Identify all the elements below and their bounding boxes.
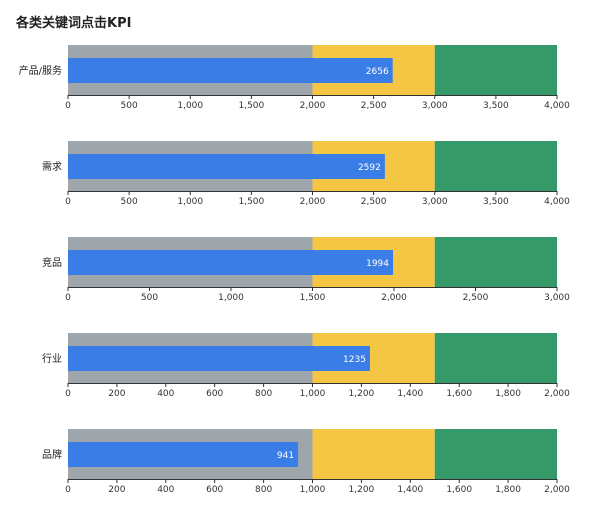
- tick-label: 3,000: [422, 101, 448, 111]
- tick-label: 1,000: [300, 485, 326, 495]
- chart-title: 各类关键词点击KPI: [16, 16, 132, 31]
- tick-label: 2,000: [544, 485, 570, 495]
- tick-label: 800: [255, 389, 272, 399]
- tick-label: 500: [121, 197, 138, 207]
- tick-label: 1,000: [300, 389, 326, 399]
- measure-bar: [68, 442, 299, 467]
- tick-label: 0: [65, 293, 71, 303]
- measure-bar: [68, 346, 370, 371]
- tick-label: 600: [206, 485, 223, 495]
- tick-label: 500: [141, 293, 158, 303]
- range-band: [434, 45, 557, 95]
- tick-label: 1,200: [349, 389, 375, 399]
- tick-label: 1,200: [349, 485, 375, 495]
- tick-label: 1,000: [177, 197, 203, 207]
- tick-label: 0: [65, 389, 71, 399]
- tick-label: 3,500: [483, 197, 509, 207]
- value-label: 1994: [366, 259, 389, 269]
- tick-label: 500: [121, 101, 138, 111]
- tick-label: 1,000: [177, 101, 203, 111]
- range-band: [434, 333, 557, 383]
- tick-label: 1,000: [218, 293, 244, 303]
- category-label: 需求: [42, 161, 62, 173]
- tick-label: 400: [157, 389, 174, 399]
- tick-label: 3,000: [422, 197, 448, 207]
- range-band: [434, 429, 557, 479]
- range-band: [434, 237, 557, 287]
- measure-bar: [68, 58, 393, 83]
- tick-label: 200: [108, 485, 125, 495]
- tick-label: 2,500: [463, 293, 489, 303]
- tick-label: 600: [206, 389, 223, 399]
- tick-label: 1,600: [446, 485, 472, 495]
- tick-label: 1,800: [495, 485, 521, 495]
- tick-label: 2,000: [381, 293, 407, 303]
- measure-bar: [68, 154, 385, 179]
- tick-label: 2,500: [361, 101, 387, 111]
- tick-label: 2,500: [361, 197, 387, 207]
- value-label: 941: [277, 451, 294, 461]
- tick-label: 0: [65, 101, 71, 111]
- tick-label: 1,800: [495, 389, 521, 399]
- category-label: 品牌: [42, 448, 62, 461]
- tick-label: 0: [65, 485, 71, 495]
- tick-label: 1,400: [397, 485, 423, 495]
- tick-label: 800: [255, 485, 272, 495]
- tick-label: 1,500: [238, 197, 264, 207]
- category-label: 产品/服务: [19, 64, 62, 77]
- measure-bar: [68, 250, 394, 275]
- tick-label: 4,000: [544, 101, 570, 111]
- tick-label: 3,500: [483, 101, 509, 111]
- tick-label: 1,600: [446, 389, 472, 399]
- category-label: 行业: [42, 352, 62, 365]
- tick-label: 1,500: [300, 293, 326, 303]
- category-label: 竞品: [42, 256, 62, 269]
- tick-label: 4,000: [544, 197, 570, 207]
- tick-label: 0: [65, 197, 71, 207]
- tick-label: 2,000: [544, 389, 570, 399]
- range-band: [312, 429, 435, 479]
- tick-label: 1,400: [397, 389, 423, 399]
- value-label: 2656: [366, 67, 389, 77]
- tick-label: 2,000: [300, 101, 326, 111]
- tick-label: 400: [157, 485, 174, 495]
- value-label: 1235: [343, 355, 366, 365]
- tick-label: 200: [108, 389, 125, 399]
- value-label: 2592: [358, 163, 381, 173]
- tick-label: 1,500: [238, 101, 264, 111]
- tick-label: 2,000: [300, 197, 326, 207]
- range-band: [434, 141, 557, 191]
- tick-label: 3,000: [544, 293, 570, 303]
